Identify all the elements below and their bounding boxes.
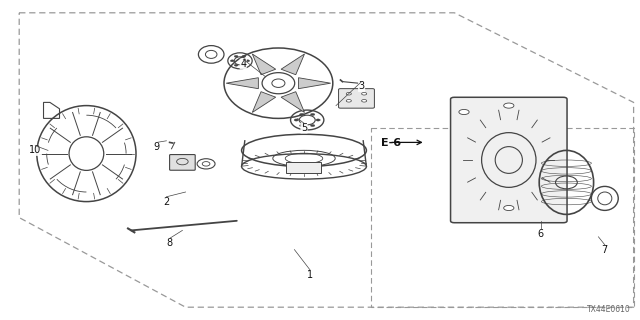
Circle shape xyxy=(242,64,246,66)
Circle shape xyxy=(459,109,469,115)
Circle shape xyxy=(346,92,351,95)
Circle shape xyxy=(246,60,250,62)
Text: 3: 3 xyxy=(358,81,365,92)
Circle shape xyxy=(316,119,321,121)
Circle shape xyxy=(310,113,315,116)
Circle shape xyxy=(362,92,367,95)
FancyBboxPatch shape xyxy=(286,162,321,173)
Text: 2: 2 xyxy=(163,196,170,207)
Polygon shape xyxy=(281,54,305,75)
Text: 6: 6 xyxy=(538,228,544,239)
Circle shape xyxy=(294,119,298,121)
Text: 7: 7 xyxy=(602,244,608,255)
Text: TX44E0610: TX44E0610 xyxy=(587,305,630,314)
FancyBboxPatch shape xyxy=(339,89,374,108)
Circle shape xyxy=(504,103,514,108)
Polygon shape xyxy=(281,92,305,112)
Polygon shape xyxy=(252,54,276,75)
FancyBboxPatch shape xyxy=(451,97,567,223)
Text: E-6: E-6 xyxy=(381,138,401,148)
Circle shape xyxy=(300,113,304,116)
Circle shape xyxy=(504,205,514,211)
Text: 5: 5 xyxy=(301,123,307,133)
Circle shape xyxy=(362,100,367,102)
Text: 4: 4 xyxy=(240,59,246,69)
Circle shape xyxy=(242,55,246,57)
Text: 8: 8 xyxy=(166,238,173,248)
Polygon shape xyxy=(298,78,331,89)
Polygon shape xyxy=(226,78,259,89)
Circle shape xyxy=(234,55,238,57)
Circle shape xyxy=(230,60,234,62)
Polygon shape xyxy=(252,92,276,112)
Text: 1: 1 xyxy=(307,270,314,280)
Text: 10: 10 xyxy=(29,145,42,156)
Circle shape xyxy=(300,124,304,127)
Circle shape xyxy=(234,64,238,66)
Circle shape xyxy=(310,124,315,127)
Text: 9: 9 xyxy=(154,142,160,152)
FancyBboxPatch shape xyxy=(170,155,195,170)
Circle shape xyxy=(346,100,351,102)
